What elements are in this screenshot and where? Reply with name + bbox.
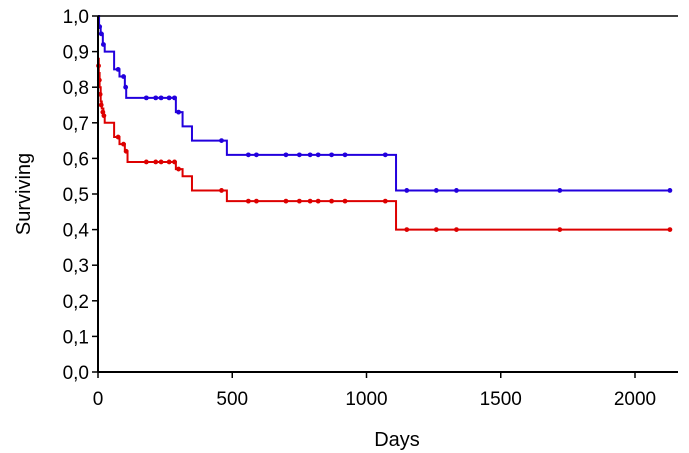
x-axis-ticks: 0 500 1000 1500 2000 <box>93 372 656 410</box>
censor-mark <box>98 31 104 37</box>
y-tick-label: 0,2 <box>63 292 89 313</box>
survival-step-line <box>97 57 670 231</box>
censor-mark <box>219 188 224 193</box>
censor-mark <box>296 152 302 158</box>
censor-mark <box>98 102 104 108</box>
censor-mark <box>315 198 321 204</box>
censor-mark <box>101 113 107 119</box>
censor-mark <box>667 227 673 233</box>
y-tick-label: 1,0 <box>63 7 89 28</box>
censor-mark <box>329 152 334 158</box>
censor-mark <box>307 152 313 158</box>
censor-mark <box>153 159 159 165</box>
survival-step-line <box>98 15 670 192</box>
censor-mark <box>100 42 106 47</box>
censor-mark <box>307 198 313 204</box>
censor-mark <box>342 152 348 158</box>
y-tick-label: 0,7 <box>63 114 89 135</box>
censor-mark <box>557 188 563 193</box>
censor-mark <box>172 159 177 165</box>
censor-mark <box>115 67 121 72</box>
censor-mark <box>121 141 126 147</box>
censor-mark <box>219 138 224 144</box>
censor-mark <box>342 198 348 204</box>
censor-mark <box>176 166 181 172</box>
censor-mark <box>153 95 159 101</box>
censor-mark <box>172 95 177 101</box>
censor-mark <box>245 198 251 204</box>
y-tick-label: 0,0 <box>63 363 89 384</box>
censor-mark <box>143 95 149 101</box>
y-tick-label: 0,3 <box>63 256 89 277</box>
censor-mark <box>166 95 172 101</box>
series-layer <box>96 15 673 233</box>
x-axis-label: Days <box>374 429 420 451</box>
censor-mark <box>254 198 259 204</box>
survival-series-1 <box>97 15 673 193</box>
censor-mark <box>121 74 126 79</box>
censor-mark <box>296 198 302 204</box>
censor-mark <box>454 227 459 233</box>
y-axis-label: Surviving <box>13 153 35 235</box>
x-tick-label: 1500 <box>480 389 522 410</box>
y-tick-label: 0,6 <box>63 149 89 170</box>
censor-mark <box>329 198 334 204</box>
survival-series-2 <box>96 57 673 233</box>
y-axis-ticks: 0,0 0,1 0,2 0,3 0,4 0,5 0,6 0,7 0,8 0,9 1,0 <box>63 7 98 384</box>
censor-mark <box>667 188 673 193</box>
censor-mark <box>283 152 289 158</box>
censor-mark <box>166 159 172 165</box>
y-tick-label: 0,8 <box>63 78 89 99</box>
censor-mark <box>176 109 181 115</box>
y-tick-label: 0,1 <box>63 327 89 348</box>
censor-mark <box>433 227 439 233</box>
censor-mark <box>254 152 259 158</box>
censor-mark <box>123 84 129 90</box>
censor-mark <box>158 95 164 101</box>
x-tick-label: 500 <box>216 389 248 410</box>
censor-mark <box>404 188 410 193</box>
x-tick-label: 1000 <box>345 389 387 410</box>
censor-mark <box>158 159 164 165</box>
y-tick-label: 0,5 <box>63 185 89 206</box>
x-tick-label: 2000 <box>614 389 656 410</box>
censor-mark <box>143 159 149 165</box>
censor-mark <box>245 152 251 158</box>
y-tick-label: 0,4 <box>63 221 90 242</box>
censor-mark <box>454 188 459 193</box>
censor-mark <box>315 152 321 158</box>
censor-mark <box>382 198 388 204</box>
censor-mark <box>433 188 439 193</box>
censor-mark <box>115 134 121 140</box>
censor-mark <box>404 227 410 233</box>
x-tick-label: 0 <box>93 389 104 410</box>
censor-mark <box>123 148 129 154</box>
y-tick-label: 0,9 <box>63 43 89 64</box>
censor-mark <box>283 198 289 204</box>
censor-mark <box>557 227 563 233</box>
censor-mark <box>382 152 388 158</box>
